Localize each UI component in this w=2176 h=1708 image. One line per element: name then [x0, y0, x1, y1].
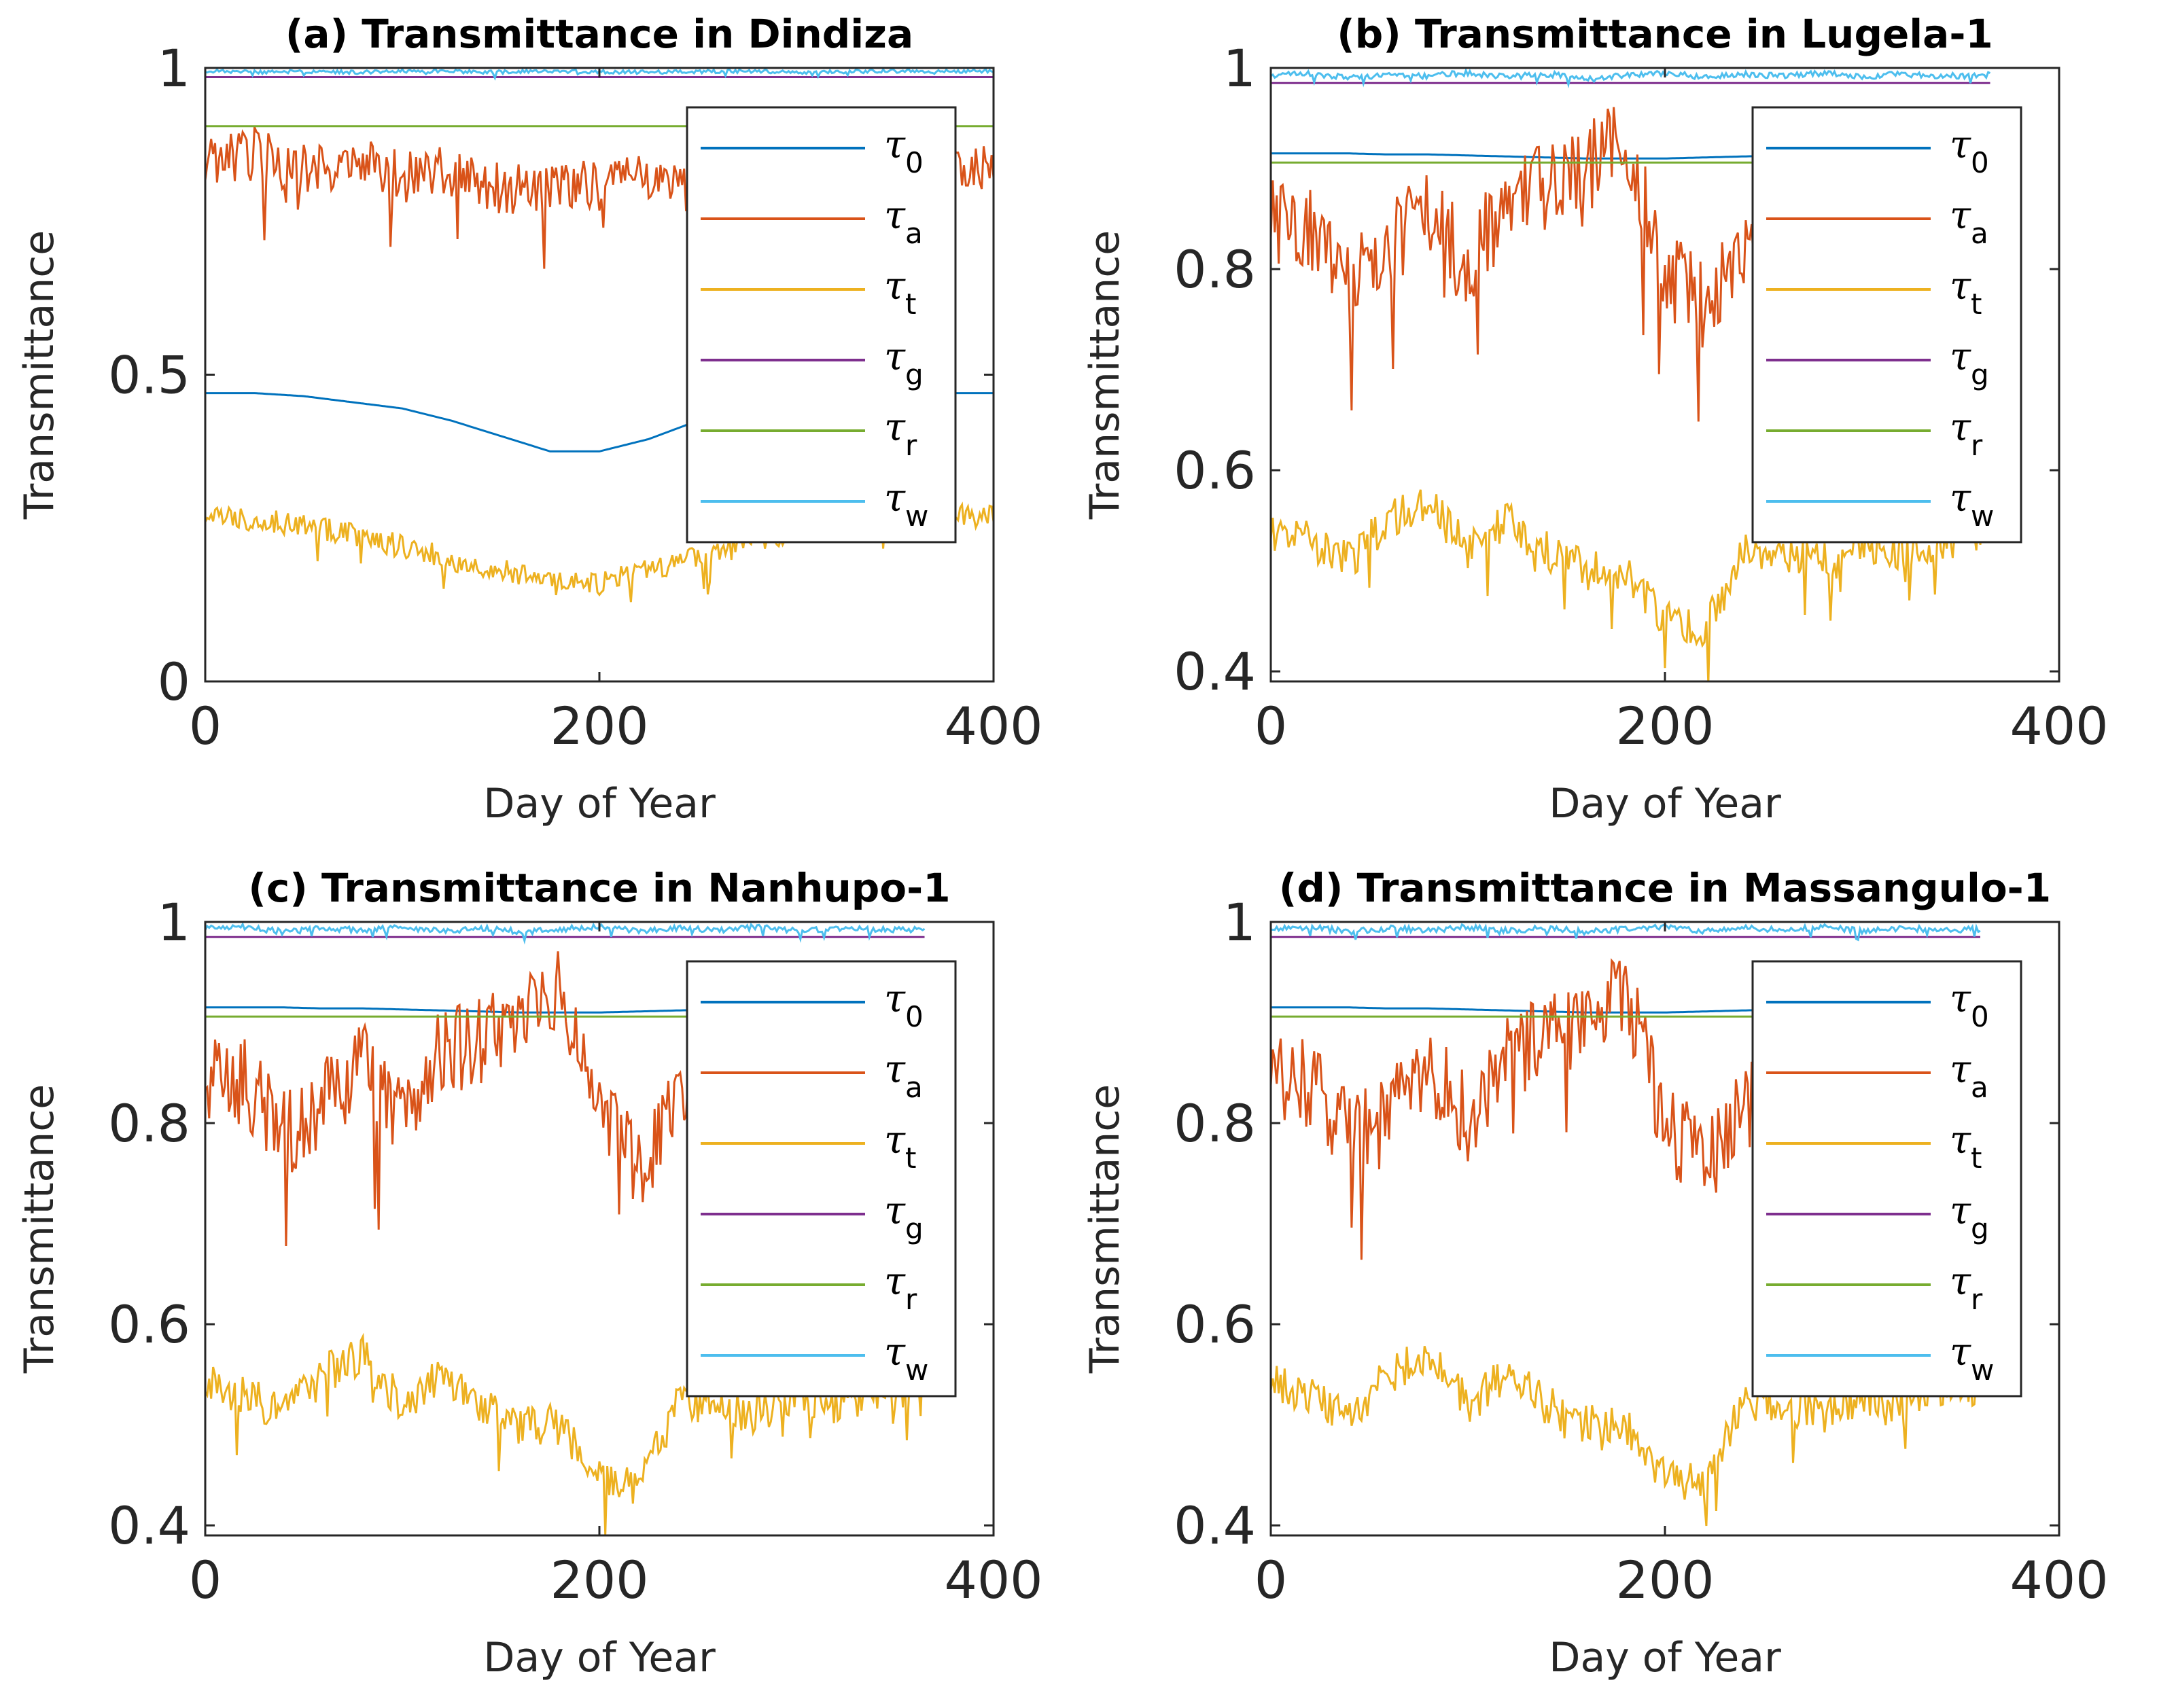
x-axis-label: Day of Year	[483, 1634, 716, 1682]
legend-label: τ0	[1950, 977, 1989, 1033]
series-line-τt	[1271, 489, 1991, 681]
chart-panel-a: (a) Transmittance in Dindiza 0 200 400 0 0.5 1…	[0, 0, 1088, 854]
legend-label: τr	[1950, 406, 1983, 462]
y-tick-label: 1	[1223, 892, 1256, 953]
y-tick-label: 0	[158, 652, 190, 712]
legend-label: τa	[1950, 194, 1988, 250]
legend-label: τ0	[884, 977, 924, 1033]
legend-label: τr	[1950, 1260, 1983, 1316]
legend-box	[686, 106, 957, 544]
legend-box	[1751, 960, 2022, 1398]
series-line-τt	[205, 1332, 925, 1535]
y-tick-label: 0.8	[1174, 1093, 1256, 1154]
legend-label: τa	[884, 1048, 923, 1104]
legend-label: τ0	[884, 123, 924, 179]
legend-label: τa	[884, 194, 923, 250]
x-tick-label: 200	[550, 696, 648, 756]
chart-title: (c) Transmittance in Nanhupo-1	[248, 865, 950, 911]
series-line-τw	[1271, 923, 1981, 942]
series-line-τw	[1271, 68, 1991, 89]
legend-label: τw	[1950, 476, 1994, 533]
legend-label: τw	[884, 1330, 928, 1387]
x-tick-label: 400	[944, 1550, 1042, 1610]
x-axis-label: Day of Year	[1549, 1634, 1781, 1682]
x-tick-label: 400	[2010, 696, 2108, 756]
y-tick-label: 0.6	[1174, 440, 1256, 501]
y-tick-label: 1	[1223, 38, 1256, 99]
legend-label: τg	[1950, 335, 1989, 391]
x-tick-label: 200	[1615, 1550, 1714, 1610]
legend-box	[686, 960, 957, 1398]
y-axis-label: Transmittance	[1081, 230, 1129, 520]
y-tick-label: 0.4	[108, 1495, 190, 1556]
chart-panel-b: (b) Transmittance in Lugela-1 0 200 400 0.4 0…	[1066, 0, 2154, 854]
y-tick-label: 0.4	[1174, 641, 1256, 702]
chart-svg: (b) Transmittance in Lugela-1 0 200 400 0.4 0…	[1081, 11, 2109, 828]
legend-label: τw	[1950, 1330, 1994, 1387]
chart-title: (a) Transmittance in Dindiza	[285, 11, 913, 57]
legend-label: τa	[1950, 1048, 1988, 1104]
y-tick-label: 0.8	[108, 1093, 190, 1154]
y-tick-label: 0.6	[1174, 1294, 1256, 1355]
y-tick-label: 0.8	[1174, 239, 1256, 300]
chart-svg: (a) Transmittance in Dindiza 0 200 400 0 0.5 1…	[16, 11, 1043, 828]
x-axis-label: Day of Year	[483, 780, 716, 828]
y-axis-label: Transmittance	[16, 230, 63, 520]
chart-panel-d: (d) Transmittance in Massangulo-1 0 200 400…	[1066, 854, 2154, 1708]
x-tick-label: 0	[1254, 1550, 1287, 1610]
chart-panel-c: (c) Transmittance in Nanhupo-1 0 200 400 0.4…	[0, 854, 1088, 1708]
x-axis-label: Day of Year	[1549, 780, 1781, 828]
chart-title: (d) Transmittance in Massangulo-1	[1279, 865, 2051, 911]
y-tick-label: 1	[158, 38, 190, 99]
x-tick-label: 200	[550, 1550, 648, 1610]
chart-svg: (d) Transmittance in Massangulo-1 0 200 400…	[1081, 865, 2109, 1682]
x-tick-label: 0	[189, 1550, 222, 1610]
legend-label: τt	[884, 264, 916, 321]
y-axis-label: Transmittance	[1081, 1084, 1129, 1374]
x-tick-label: 200	[1615, 696, 1714, 756]
chart-svg: (c) Transmittance in Nanhupo-1 0 200 400 0.4…	[16, 865, 1043, 1682]
x-tick-label: 400	[944, 696, 1042, 756]
x-tick-label: 0	[1254, 696, 1287, 756]
y-axis-label: Transmittance	[16, 1084, 63, 1374]
y-tick-label: 0.6	[108, 1294, 190, 1355]
legend-label: τr	[884, 406, 917, 462]
legend-label: τt	[1950, 264, 1982, 321]
x-tick-label: 0	[189, 696, 222, 756]
y-tick-label: 0.4	[1174, 1495, 1256, 1556]
legend-label: τ0	[1950, 123, 1989, 179]
legend-label: τr	[884, 1260, 917, 1316]
legend-label: τt	[884, 1118, 916, 1175]
legend-box	[1751, 106, 2022, 544]
legend-label: τg	[884, 1189, 924, 1245]
legend-label: τg	[1950, 1189, 1989, 1245]
x-tick-label: 400	[2010, 1550, 2108, 1610]
legend-label: τg	[884, 335, 924, 391]
legend-label: τt	[1950, 1118, 1982, 1175]
y-tick-label: 0.5	[108, 345, 190, 406]
y-tick-label: 1	[158, 892, 190, 953]
legend-label: τw	[884, 476, 928, 533]
chart-title: (b) Transmittance in Lugela-1	[1337, 11, 1993, 57]
series-line-τw	[205, 922, 926, 945]
